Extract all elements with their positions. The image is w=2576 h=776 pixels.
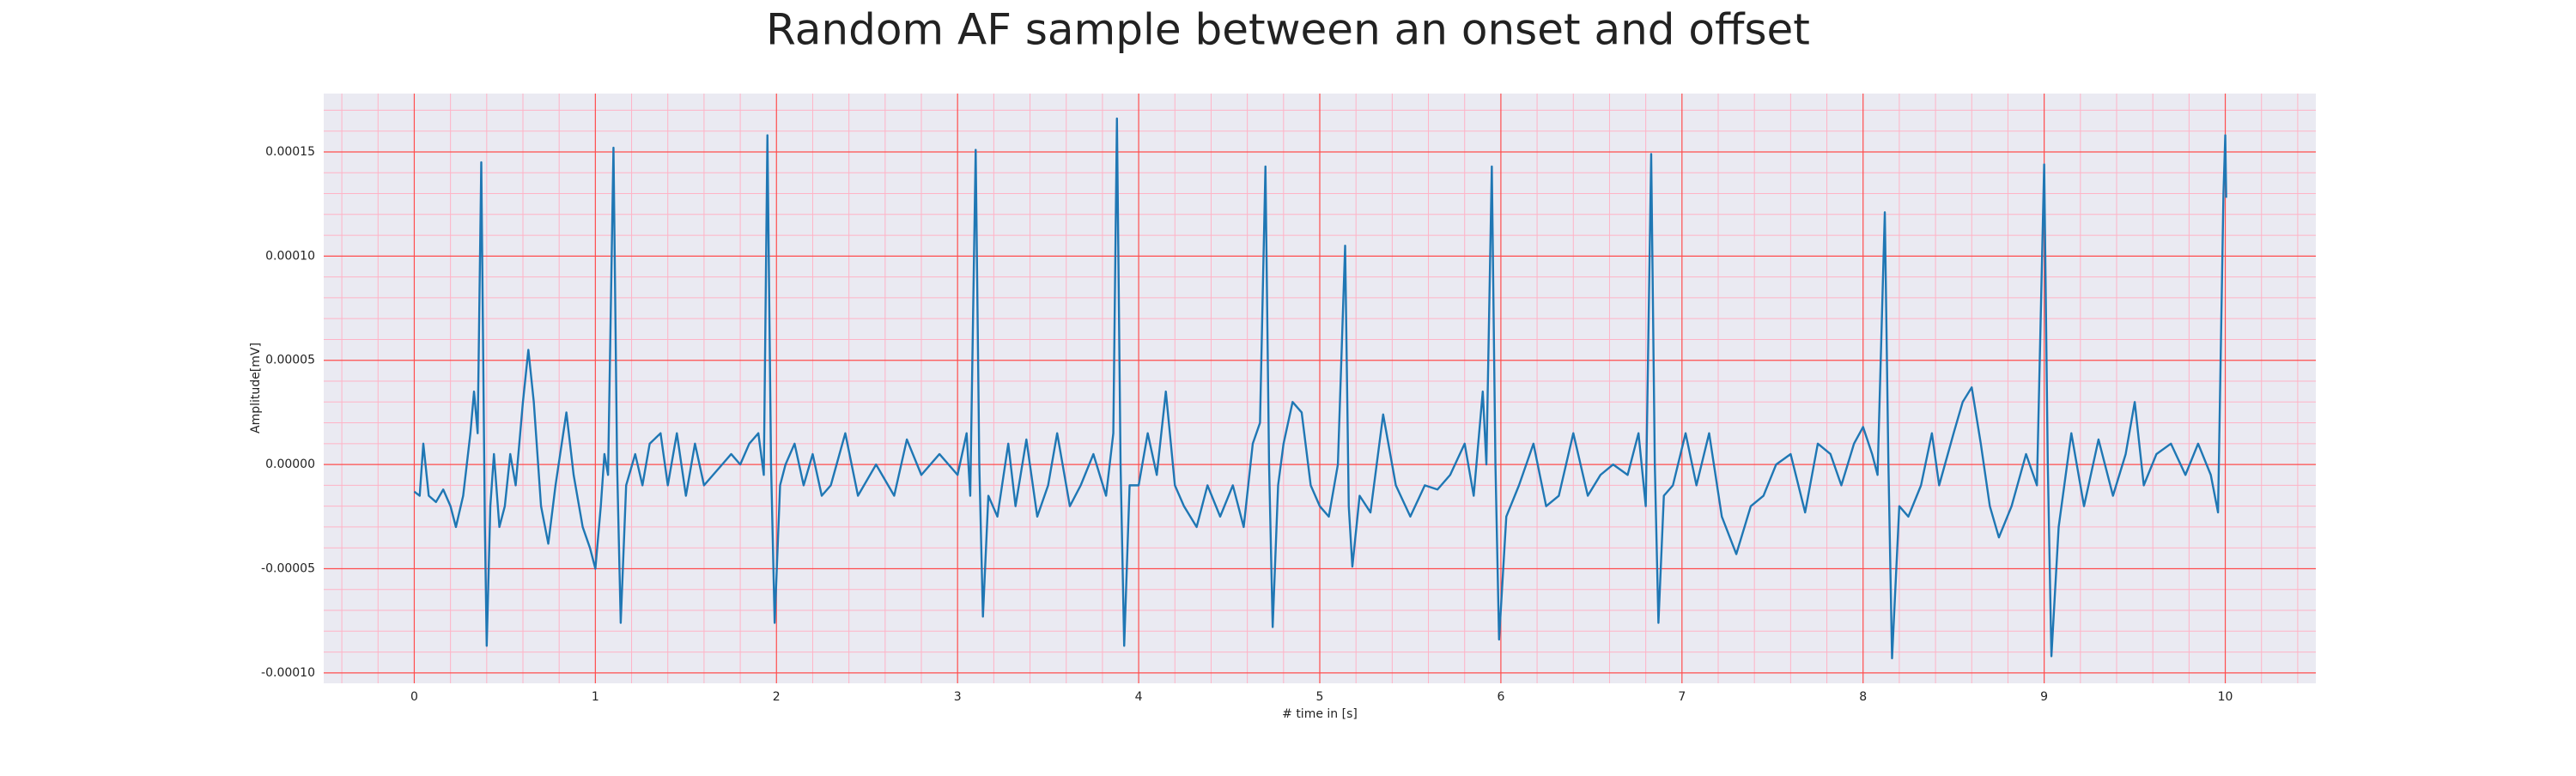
x-tick-label: 10 [2218, 690, 2233, 704]
y-tick-label: 0.00000 [265, 458, 315, 471]
y-tick-label: -0.00005 [261, 561, 315, 575]
y-tick-label: 0.00015 [265, 145, 315, 159]
x-tick-label: 1 [592, 690, 599, 704]
x-tick-label: 7 [1678, 690, 1686, 704]
y-tick-label: 0.00010 [265, 249, 315, 263]
x-tick-label: 2 [773, 690, 781, 704]
chart-title: Random AF sample between an onset and of… [766, 5, 1810, 55]
x-tick-label: 4 [1135, 690, 1143, 704]
y-axis-label: Amplitude[mV] [249, 343, 263, 433]
x-tick-label: 0 [410, 690, 418, 704]
x-tick-label: 9 [2040, 690, 2048, 704]
y-tick-label: -0.00010 [261, 666, 315, 680]
y-tick-label: 0.00005 [265, 354, 315, 367]
signal-line [413, 117, 2227, 660]
x-axis-label: # time in [s] [1282, 707, 1358, 721]
x-tick-label: 5 [1316, 690, 1324, 704]
x-tick-label: 8 [1859, 690, 1867, 704]
x-tick-label: 3 [954, 690, 962, 704]
x-tick-label: 6 [1497, 690, 1504, 704]
